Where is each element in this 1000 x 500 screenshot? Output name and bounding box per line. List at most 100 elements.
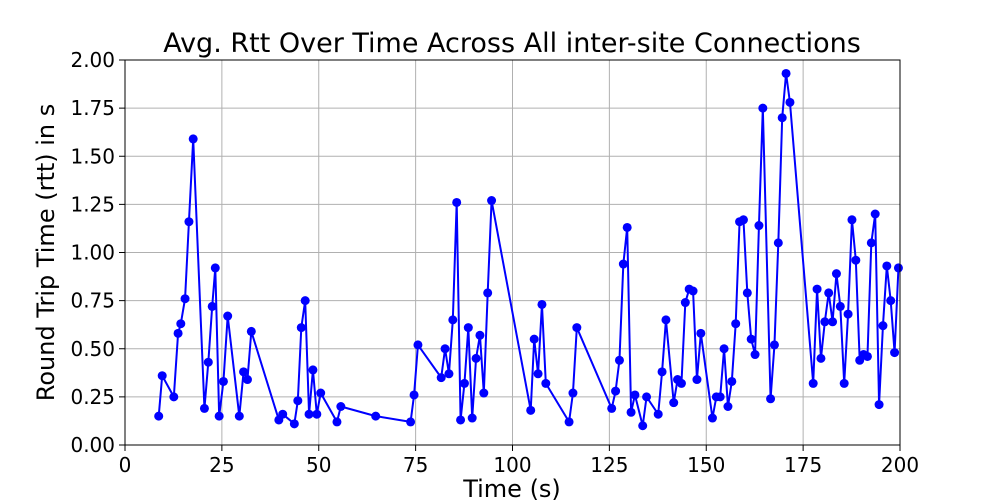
data-point bbox=[680, 298, 690, 308]
data-point bbox=[154, 411, 164, 421]
data-point bbox=[831, 269, 841, 279]
x-tick-label: 0 bbox=[119, 453, 132, 477]
data-point bbox=[289, 419, 299, 429]
data-point bbox=[839, 378, 849, 388]
data-point bbox=[300, 296, 310, 306]
data-point bbox=[568, 388, 578, 398]
data-point bbox=[312, 409, 322, 419]
y-tick-label: 1.50 bbox=[70, 144, 115, 168]
data-point bbox=[188, 134, 198, 144]
data-point bbox=[452, 197, 462, 207]
x-tick-label: 200 bbox=[881, 453, 919, 477]
data-point bbox=[218, 376, 228, 386]
data-point bbox=[214, 411, 224, 421]
data-point bbox=[630, 390, 640, 400]
data-point bbox=[332, 417, 342, 427]
data-point bbox=[715, 392, 725, 402]
x-tick-label: 150 bbox=[687, 453, 725, 477]
data-point bbox=[758, 103, 768, 113]
data-point bbox=[210, 263, 220, 273]
data-point bbox=[653, 409, 663, 419]
data-point bbox=[242, 375, 252, 385]
data-point bbox=[862, 351, 872, 361]
data-point bbox=[661, 315, 671, 325]
data-point bbox=[816, 353, 826, 363]
data-point bbox=[308, 365, 318, 375]
data-point bbox=[479, 388, 489, 398]
data-point bbox=[176, 319, 186, 329]
data-point bbox=[688, 286, 698, 296]
y-tick-label: 0.00 bbox=[70, 433, 115, 457]
x-tick-label: 125 bbox=[590, 453, 628, 477]
y-tick-label: 0.25 bbox=[70, 385, 115, 409]
y-axis-label: Round Trip Time (rtt) in s bbox=[32, 104, 60, 402]
data-point bbox=[820, 317, 830, 327]
data-point bbox=[866, 238, 876, 248]
data-point bbox=[614, 355, 624, 365]
data-point bbox=[456, 415, 466, 425]
data-point bbox=[448, 315, 458, 325]
data-point bbox=[440, 344, 450, 354]
data-point bbox=[413, 340, 423, 350]
data-point bbox=[564, 417, 574, 427]
data-point bbox=[316, 388, 326, 398]
data-point bbox=[304, 409, 314, 419]
x-tick-label: 175 bbox=[784, 453, 822, 477]
series-line bbox=[157, 72, 900, 427]
data-point bbox=[882, 261, 892, 271]
data-point bbox=[526, 405, 536, 415]
data-point bbox=[847, 215, 857, 225]
x-tick-label: 75 bbox=[403, 453, 428, 477]
data-point bbox=[409, 390, 419, 400]
data-point bbox=[692, 375, 702, 385]
data-point bbox=[878, 321, 888, 331]
data-point bbox=[766, 394, 776, 404]
data-point bbox=[638, 421, 648, 431]
data-point bbox=[835, 301, 845, 311]
data-point bbox=[843, 309, 853, 319]
data-point bbox=[723, 402, 733, 411]
data-point bbox=[234, 411, 244, 421]
data-point bbox=[773, 238, 783, 248]
data-point bbox=[611, 386, 621, 396]
data-point bbox=[475, 330, 485, 340]
data-point bbox=[533, 369, 543, 379]
data-point bbox=[719, 344, 729, 354]
data-point bbox=[893, 263, 903, 273]
x-tick-label: 50 bbox=[306, 453, 331, 477]
data-point bbox=[336, 402, 346, 411]
y-tick-label: 1.00 bbox=[70, 241, 115, 265]
data-point bbox=[707, 413, 717, 423]
data-point bbox=[746, 334, 756, 344]
x-axis-label: Time (s) bbox=[462, 475, 561, 500]
data-point bbox=[750, 350, 760, 360]
x-tick-label: 100 bbox=[493, 453, 531, 477]
data-point bbox=[467, 413, 477, 423]
data-point bbox=[180, 294, 190, 304]
data-point bbox=[406, 417, 416, 427]
data-point bbox=[541, 378, 551, 388]
data-point bbox=[769, 340, 779, 350]
data-point bbox=[293, 396, 303, 406]
data-point bbox=[436, 373, 446, 383]
data-point bbox=[618, 259, 628, 269]
data-point bbox=[731, 319, 741, 329]
data-point bbox=[754, 221, 764, 231]
data-point bbox=[459, 378, 469, 388]
data-point bbox=[246, 326, 256, 336]
data-point bbox=[572, 323, 582, 333]
data-point bbox=[173, 328, 183, 338]
data-point bbox=[607, 403, 617, 413]
data-point bbox=[642, 392, 652, 402]
data-point bbox=[278, 409, 288, 419]
data-point bbox=[487, 196, 497, 206]
data-point bbox=[696, 328, 706, 338]
data-point bbox=[239, 367, 249, 377]
data-point bbox=[622, 222, 632, 232]
data-point bbox=[874, 400, 884, 410]
y-axis-ticks: 0.00 0.25 0.50 0.75 1.00 1.25 1.50 1.75 2.00 bbox=[70, 48, 125, 457]
y-tick-label: 1.75 bbox=[70, 96, 115, 120]
data-point bbox=[199, 403, 209, 413]
data-point bbox=[626, 407, 636, 417]
data-point bbox=[870, 209, 880, 219]
